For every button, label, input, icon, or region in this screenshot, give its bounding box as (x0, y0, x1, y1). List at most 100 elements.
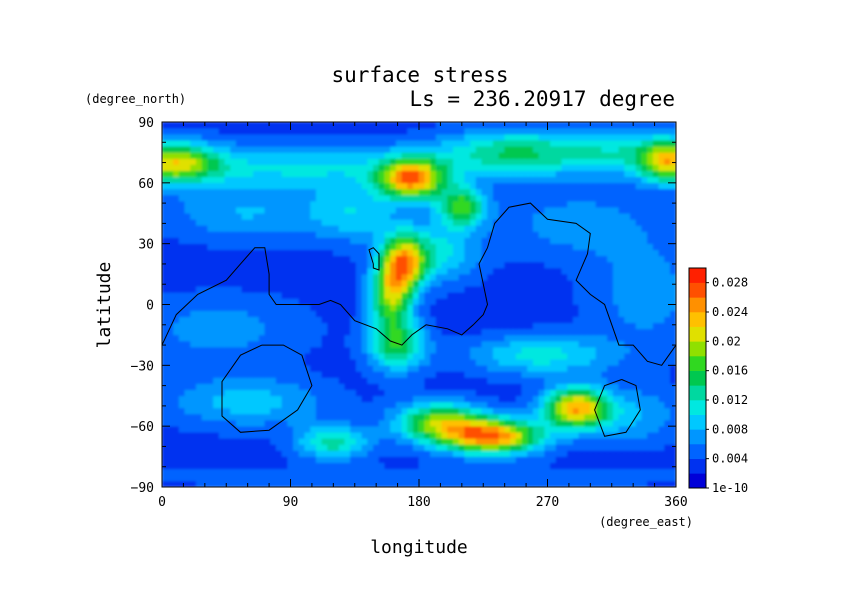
heatmap-cell (247, 407, 254, 415)
heatmap-cell (390, 316, 397, 324)
heatmap-cell (641, 389, 648, 397)
heatmap-cell (315, 304, 323, 311)
heatmap-cell (435, 243, 443, 251)
heatmap-cell (201, 322, 208, 330)
heatmap-cell (247, 316, 254, 324)
heatmap-cell (481, 340, 488, 348)
heatmap-cell (527, 328, 534, 336)
heatmap-cell (612, 225, 620, 232)
heatmap-cell (435, 419, 443, 427)
heatmap-cell (487, 310, 494, 317)
heatmap-cell (355, 206, 363, 214)
heatmap-cell (281, 219, 288, 226)
heatmap-cell (281, 340, 288, 348)
heatmap-cell (481, 231, 488, 238)
heatmap-cell (492, 438, 500, 445)
heatmap-cell (458, 328, 465, 336)
heatmap-cell (378, 304, 386, 311)
heatmap-cell (338, 237, 346, 244)
heatmap-cell (595, 480, 603, 487)
heatmap-cell (424, 316, 431, 324)
heatmap-cell (635, 243, 643, 251)
heatmap-cell (355, 316, 363, 324)
heatmap-cell (532, 279, 540, 287)
heatmap-cell (373, 170, 380, 178)
heatmap-cell (521, 176, 528, 184)
heatmap-cell (275, 365, 283, 372)
heatmap-cell (173, 358, 180, 366)
heatmap-cell (464, 383, 471, 390)
heatmap-cell (190, 383, 197, 390)
heatmap-cell (310, 219, 317, 226)
heatmap-cell (235, 358, 243, 366)
heatmap-cell (515, 261, 523, 269)
heatmap-cell (538, 431, 545, 439)
heatmap-cell (321, 243, 328, 251)
heatmap-cell (630, 219, 637, 226)
heatmap-cell (555, 292, 563, 299)
heatmap-cell (470, 383, 477, 390)
heatmap-cell (664, 346, 671, 354)
heatmap-cell (195, 188, 203, 196)
heatmap-cell (498, 219, 505, 226)
heatmap-cell (321, 219, 328, 226)
heatmap-cell (424, 340, 431, 348)
heatmap-cell (538, 365, 545, 372)
heatmap-cell (395, 158, 403, 165)
heatmap-cell (578, 456, 585, 463)
heatmap-cell (247, 358, 254, 366)
heatmap-cell (350, 158, 357, 165)
heatmap-cell (173, 450, 180, 457)
heatmap-cell (498, 261, 505, 269)
heatmap-cell (504, 231, 511, 238)
heatmap-cell (338, 401, 346, 409)
heatmap-cell (315, 444, 323, 451)
heatmap-cell (167, 194, 174, 202)
heatmap-cell (304, 298, 311, 305)
heatmap-cell (498, 328, 505, 336)
heatmap-cell (515, 194, 523, 202)
heatmap-cell (264, 480, 271, 487)
heatmap-cell (333, 285, 340, 293)
heatmap-cell (584, 212, 591, 220)
heatmap-cell (430, 212, 437, 220)
heatmap-cell (224, 395, 231, 403)
heatmap-cell (418, 225, 426, 232)
heatmap-cell (647, 346, 654, 354)
heatmap-cell (578, 212, 585, 220)
heatmap-cell (669, 462, 676, 470)
heatmap-cell (247, 431, 254, 439)
heatmap-cell (247, 152, 254, 159)
heatmap-cell (338, 146, 346, 153)
heatmap-cell (270, 158, 277, 165)
heatmap-cell (218, 352, 226, 360)
heatmap-cell (264, 340, 271, 348)
heatmap-cell (447, 176, 454, 184)
heatmap-cell (173, 231, 180, 238)
heatmap-cell (435, 352, 443, 360)
heatmap-cell (635, 255, 643, 263)
heatmap-cell (647, 407, 654, 415)
heatmap-cell (647, 450, 654, 457)
heatmap-cell (384, 237, 391, 244)
heatmap-cell (441, 377, 448, 384)
heatmap-cell (487, 170, 494, 178)
heatmap-cell (498, 371, 505, 378)
heatmap-cell (664, 206, 671, 214)
heatmap-cell (601, 182, 608, 190)
heatmap-cell (241, 438, 248, 445)
heatmap-cell (224, 146, 231, 153)
heatmap-cell (162, 200, 169, 208)
heatmap-cell (390, 328, 397, 336)
heatmap-cell (618, 413, 625, 421)
heatmap-cell (235, 158, 243, 165)
heatmap-cell (264, 425, 271, 433)
heatmap-cell (275, 182, 283, 190)
heatmap-cell (475, 450, 483, 457)
heatmap-cell (293, 352, 300, 360)
heatmap-cell (607, 450, 614, 457)
heatmap-cell (270, 292, 277, 299)
heatmap-cell (201, 237, 208, 244)
heatmap-cell (184, 273, 191, 281)
heatmap-cell (162, 212, 169, 220)
